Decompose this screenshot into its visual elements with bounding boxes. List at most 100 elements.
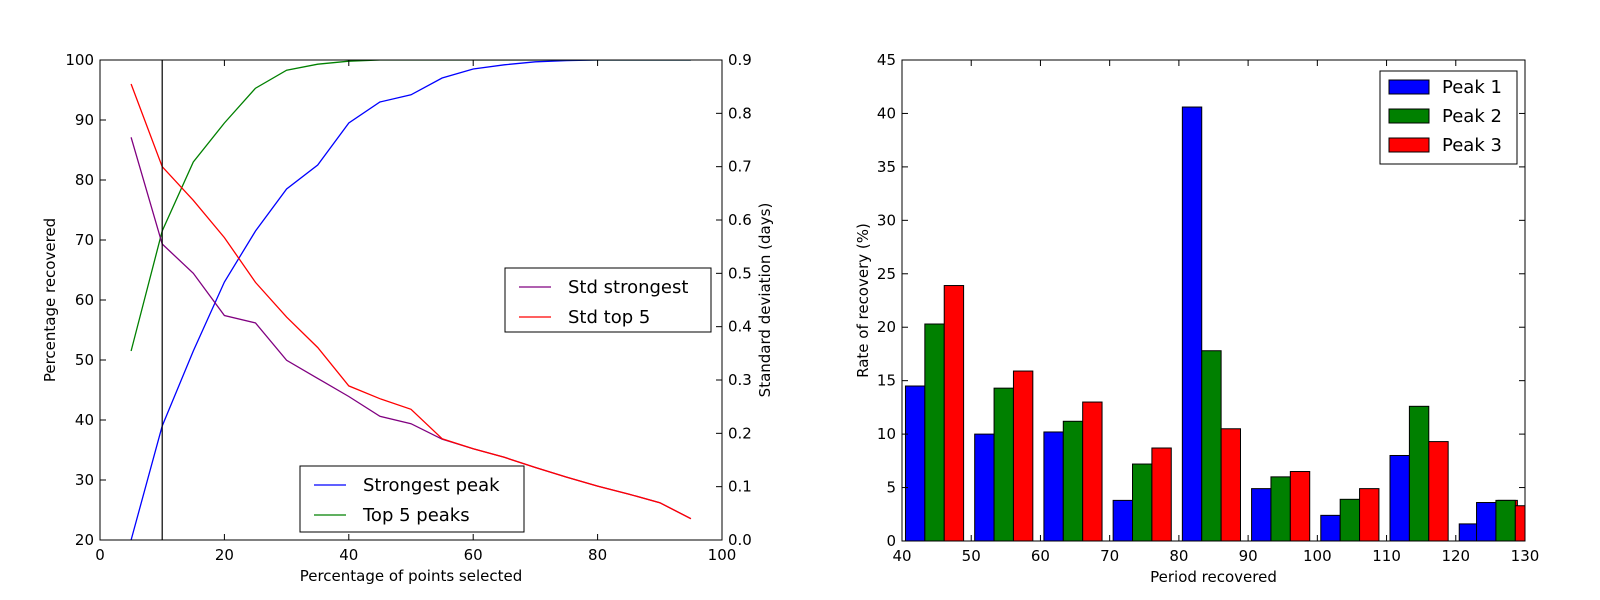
- y-right-tick-label: 0.0: [728, 531, 752, 549]
- x-tick-label: 80: [1169, 547, 1188, 565]
- y-right-tick-label: 0.1: [728, 478, 752, 496]
- y-left-tick-label: 40: [75, 411, 94, 429]
- bar-peak-2: [1270, 476, 1291, 541]
- y-left-tick-label: 90: [75, 111, 94, 129]
- bar-peak-1: [1043, 431, 1064, 541]
- y-tick-label: 25: [877, 265, 896, 283]
- y-right-tick-label: 0.2: [728, 424, 752, 442]
- bar-peak-1: [974, 433, 995, 541]
- bar-peak-2: [924, 323, 945, 541]
- x-tick-label: 40: [892, 547, 911, 565]
- plot-frame: [901, 59, 1526, 542]
- y-tick-label: 15: [877, 372, 896, 390]
- legend-label: Peak 2: [1442, 106, 1502, 127]
- bar-peak-1: [904, 385, 926, 541]
- x-tick-label: 20: [215, 546, 234, 564]
- bar-peak-2: [993, 387, 1014, 541]
- y-left-tick-label: 80: [75, 171, 94, 189]
- y-tick-label: 45: [877, 51, 896, 69]
- legend-label: Std strongest: [568, 277, 688, 298]
- bar-peak-1: [1458, 523, 1480, 541]
- x-tick-label: 100: [708, 546, 737, 564]
- x-tick-label: 100: [1303, 547, 1332, 565]
- bar-peak-3: [1012, 370, 1034, 541]
- y-tick-label: 10: [877, 425, 896, 443]
- series-line-strongest-peak: [130, 60, 691, 540]
- bar-peak-3: [1220, 428, 1241, 541]
- bar-peak-2: [1408, 405, 1430, 541]
- x-tick-label: 80: [588, 546, 607, 564]
- y-tick-label: 35: [877, 158, 896, 176]
- x-axis-label: Period recovered: [1150, 568, 1277, 586]
- y-right-tick-label: 0.7: [728, 158, 752, 176]
- y-left-tick-label: 60: [75, 291, 94, 309]
- bar-peak-2: [1132, 463, 1153, 541]
- y-left-tick-label: 100: [65, 51, 94, 69]
- bar-peak-1: [1181, 106, 1203, 541]
- bar-peak-2: [1201, 350, 1222, 541]
- legend-label: Peak 3: [1442, 135, 1502, 156]
- legend-top-right: Peak 1 Peak 2 Peak 3: [1379, 70, 1518, 165]
- y-left-tick-label: 30: [75, 471, 94, 489]
- legend-label: Top 5 peaks: [362, 505, 470, 526]
- bar-peak-1: [1389, 454, 1410, 541]
- x-tick-label: 70: [1100, 547, 1119, 565]
- x-tick-label: 130: [1511, 547, 1540, 565]
- series-line-top-5-peaks: [130, 60, 691, 352]
- y-right-tick-label: 0.6: [728, 211, 752, 229]
- y-right-tick-label: 0.5: [728, 264, 752, 282]
- bars: [904, 106, 1525, 541]
- y-left-tick-label: 50: [75, 351, 94, 369]
- legend-label: Strongest peak: [363, 475, 500, 496]
- x-tick-label: 90: [1239, 547, 1258, 565]
- y-tick-label: 0: [886, 532, 896, 550]
- legend-box: [504, 267, 712, 333]
- bar-peak-3: [1151, 447, 1172, 541]
- bar-peak-3: [1289, 471, 1311, 541]
- y-axis-label: Rate of recovery (%): [854, 223, 872, 378]
- legend-swatch: [1388, 79, 1430, 95]
- x-tick-label: 0: [95, 546, 105, 564]
- bar-chart-rate-of-recovery: 40 50 60 70 80 90 100 110 120 130 0 5 10 15 20 25 30 35 40…: [854, 51, 1539, 586]
- x-tick-label: 120: [1441, 547, 1470, 565]
- y-left-tick-label: 70: [75, 231, 94, 249]
- legend-box: [299, 465, 525, 533]
- x-tick-label: 60: [1031, 547, 1050, 565]
- y-tick-label: 30: [877, 211, 896, 229]
- bar-peak-2: [1495, 499, 1516, 541]
- y-left-axis-label: Percentage recovered: [41, 218, 59, 382]
- x-axis-label: Percentage of points selected: [300, 567, 523, 585]
- x-tick-label: 60: [464, 546, 483, 564]
- y-right-tick-label: 0.9: [728, 51, 752, 69]
- y-right-axis-label: Standard deviation (days): [756, 203, 774, 398]
- x-tick-label: 50: [962, 547, 981, 565]
- line-chart-percentage-recovered: 0 20 40 60 80 10020304050607080901000.00.10.2…: [41, 51, 774, 585]
- x-tick-label: 110: [1372, 547, 1401, 565]
- y-tick-label: 40: [877, 104, 896, 122]
- legend-swatch: [1388, 137, 1430, 153]
- y-right-tick-label: 0.8: [728, 104, 752, 122]
- bar-peak-2: [1062, 420, 1084, 541]
- y-right-tick-label: 0.4: [728, 318, 752, 336]
- y-left-tick-label: 20: [75, 531, 94, 549]
- legend-label: Peak 1: [1442, 77, 1502, 98]
- bar-peak-1: [1251, 488, 1272, 541]
- bar-peak-1: [1320, 514, 1341, 541]
- bar-peak-1: [1112, 499, 1134, 541]
- legend-center-right: Std strongest Std top 5: [504, 267, 712, 333]
- bar-peak-2: [1339, 498, 1361, 541]
- bar-peak-3: [1428, 441, 1449, 541]
- series-line-std-top-5: [130, 83, 692, 520]
- y-tick-label: 5: [886, 479, 896, 497]
- y-tick-label: 20: [877, 318, 896, 336]
- bar-peak-3: [1082, 401, 1103, 541]
- legend-label: Std top 5: [568, 307, 650, 328]
- y-right-tick-label: 0.3: [728, 371, 752, 389]
- x-tick-label: 40: [339, 546, 358, 564]
- bar-peak-3: [943, 285, 965, 541]
- legend-lower-center: Strongest peak Top 5 peaks: [299, 465, 525, 533]
- bar-peak-3: [1359, 488, 1380, 541]
- bar-peak-1: [1476, 502, 1497, 541]
- legend-swatch: [1388, 108, 1430, 124]
